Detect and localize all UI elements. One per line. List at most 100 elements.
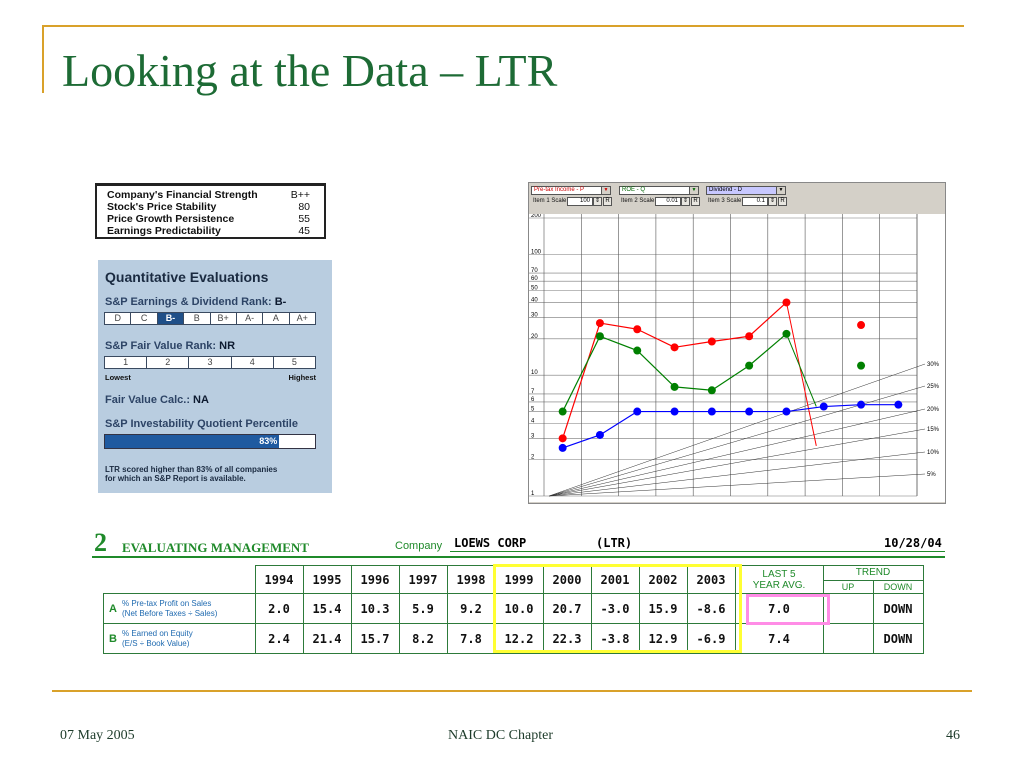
data-point	[894, 400, 903, 409]
growth-rate-line	[548, 473, 926, 497]
growth-rate-label: 20%	[927, 407, 940, 413]
spin-icon[interactable]: ⇕	[593, 197, 602, 206]
y-tick-label: 7	[531, 389, 535, 395]
chevron-down-icon[interactable]: ▼	[776, 187, 785, 194]
data-point	[558, 407, 567, 416]
rating-value: B++	[290, 189, 310, 201]
earnings-rank-scale: D C B- B B+ A- A A+	[104, 312, 316, 325]
earnings-scale-cell: D	[105, 313, 132, 324]
growth-rate-line	[548, 428, 926, 497]
table-row: B % Earned on Equity (E/S ÷ Book Value) 2.…	[103, 623, 924, 654]
last5-header: LAST 5 YEAR AVG.	[734, 565, 824, 594]
trend-segment	[785, 333, 817, 407]
top-rule	[42, 25, 964, 27]
spin-icon[interactable]: ⇕	[681, 197, 690, 206]
y-tick-label: 3	[531, 433, 535, 439]
series-segment	[674, 340, 712, 348]
y-tick-label: 5	[531, 407, 535, 413]
percentile-fill: 83%	[105, 435, 280, 448]
item1-select-value: Pre-tax Income - P	[534, 187, 585, 193]
item2-reset-button[interactable]: R	[691, 197, 700, 206]
spin-icon[interactable]: ⇕	[768, 197, 777, 206]
item2-scale-input[interactable]: 0.01	[655, 197, 681, 206]
highlight-1999-2003	[493, 564, 742, 653]
header-rule	[92, 556, 945, 558]
value-cell: 2.4	[254, 623, 304, 654]
data-point	[857, 321, 866, 330]
company-underline	[450, 551, 945, 552]
value-cell: 22.3	[542, 623, 592, 654]
fair-scale-cell: 2	[147, 357, 190, 368]
fair-scale-cell: 3	[189, 357, 232, 368]
evaluating-management-table: 1994 1995 1996 1997 1998 1999 2000 2001 …	[103, 565, 924, 654]
rating-label: Earnings Predictability	[107, 225, 221, 237]
year-cell: 1998	[446, 565, 496, 594]
earnings-scale-cell: B+	[211, 313, 237, 324]
item3-select[interactable]: Dividend - D ▼	[706, 186, 786, 195]
y-tick-label: 100	[531, 249, 542, 255]
row-label-line1: % Pre-tax Profit on Sales	[122, 598, 212, 608]
rating-label: Company's Financial Strength	[107, 189, 258, 201]
item3-select-value: Dividend - D	[709, 187, 743, 193]
trend-subheader: UP DOWN	[824, 581, 923, 593]
percentile-text: 83%	[259, 436, 278, 446]
series-segment	[599, 335, 638, 352]
y-tick-label: 10	[531, 370, 538, 376]
earnings-scale-cell: A-	[237, 313, 264, 324]
report-date: 10/28/04	[884, 536, 942, 550]
value-cell: 15.7	[350, 623, 400, 654]
item1-select[interactable]: Pre-tax Income - P ▼	[531, 186, 611, 195]
company-name: LOEWS CORP	[454, 536, 527, 550]
year-cell: 1997	[398, 565, 448, 594]
chevron-down-icon[interactable]: ▼	[689, 187, 698, 194]
earnings-rank-value: B-	[274, 296, 287, 308]
year-cell: 1996	[350, 565, 400, 594]
item1-reset-button[interactable]: R	[603, 197, 612, 206]
left-rule	[42, 25, 44, 93]
row-letter: B	[109, 632, 117, 645]
earnings-rank-caption: S&P Earnings & Dividend Rank:	[105, 296, 272, 308]
trend-segment	[785, 302, 817, 446]
rating-label: Stock's Price Stability	[107, 201, 217, 213]
data-point	[707, 386, 716, 395]
growth-rate-label: 10%	[927, 450, 940, 456]
earnings-rank-label: S&P Earnings & Dividend Rank: B-	[105, 296, 286, 308]
rating-label: Price Growth Persistence	[107, 213, 235, 225]
rating-value: 45	[298, 225, 310, 237]
fair-scale-cell: 5	[291, 357, 297, 367]
slide-title: Looking at the Data – LTR	[62, 45, 558, 96]
data-point	[782, 329, 791, 338]
series-segment	[711, 335, 750, 343]
trend-down-label: DOWN	[883, 582, 913, 592]
percentile-label: S&P Investability Quotient Percentile	[105, 418, 298, 430]
percentile-bar: 83%	[104, 434, 316, 449]
year-cell: 1995	[302, 565, 352, 594]
value-cell: 10.3	[350, 593, 400, 624]
plot-background	[529, 214, 945, 502]
item3-reset-button[interactable]: R	[778, 197, 787, 206]
series-segment	[748, 333, 787, 367]
y-tick-label: 50	[531, 286, 538, 292]
item3-scale-input[interactable]: 0.1	[742, 197, 768, 206]
panel-heading: Quantitative Evaluations	[105, 269, 269, 285]
fair-value-rank-label: S&P Fair Value Rank: NR	[105, 340, 235, 352]
series-segment	[599, 411, 638, 436]
row-label-cell: A % Pre-tax Profit on Sales (Net Before Ta…	[103, 593, 256, 624]
data-point	[745, 407, 754, 416]
data-point	[595, 332, 604, 341]
y-tick-label: 4	[531, 418, 535, 424]
y-tick-label: 40	[531, 297, 538, 303]
series-segment	[823, 404, 862, 408]
rating-row: Stock's Price Stability 80	[107, 201, 310, 213]
earnings-scale-cell: B	[184, 313, 211, 324]
item1-scale-input[interactable]: 100	[567, 197, 593, 206]
year-cell: 1994	[254, 565, 304, 594]
data-point	[745, 361, 754, 370]
data-point	[782, 407, 791, 416]
chevron-down-icon[interactable]: ▼	[601, 187, 610, 194]
series-segment	[599, 322, 638, 330]
item2-select[interactable]: ROE - Q ▼	[619, 186, 699, 195]
trend-up-cell	[822, 623, 874, 654]
data-point	[819, 402, 828, 411]
